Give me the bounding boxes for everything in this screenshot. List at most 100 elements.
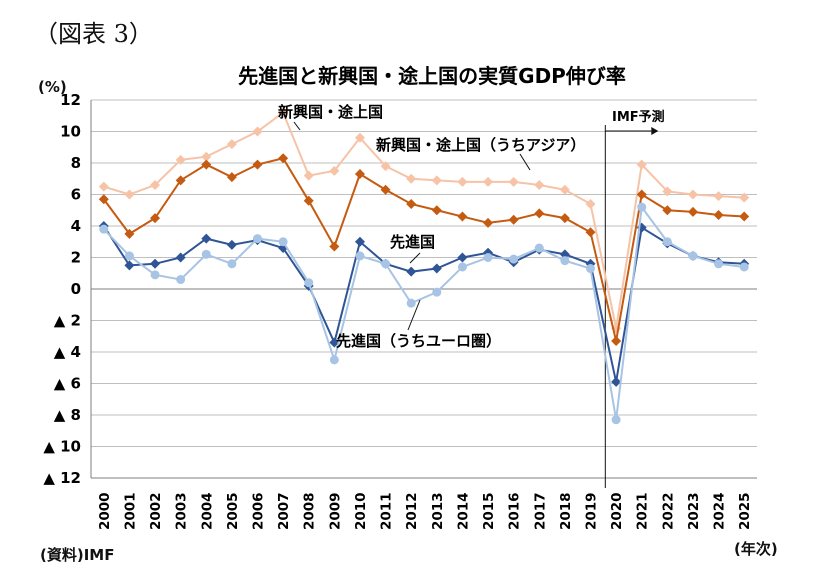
annotation-emerging-asia: 新興国・途上国（うちアジア）	[376, 136, 585, 154]
data-point	[713, 191, 724, 202]
annotation-pointer	[409, 252, 421, 264]
series-3	[99, 202, 749, 425]
data-point	[278, 153, 289, 164]
gridlines	[91, 99, 757, 479]
data-point	[99, 224, 109, 234]
series-0	[98, 107, 750, 334]
x-tick-label: 2018	[558, 492, 574, 530]
data-point	[559, 249, 570, 260]
data-point	[637, 202, 647, 212]
data-point	[201, 151, 212, 162]
projection-label: IMF予測	[612, 109, 665, 125]
data-point	[226, 172, 237, 183]
x-tick-label: 2014	[455, 492, 471, 530]
data-point	[714, 259, 724, 269]
data-point	[431, 263, 442, 274]
data-point	[636, 189, 647, 200]
y-tick-label: ▲ 4	[54, 343, 81, 361]
y-tick-label: ▲ 8	[54, 406, 81, 424]
data-point	[303, 170, 314, 181]
data-point	[688, 251, 698, 261]
y-unit-label: (%)	[38, 78, 67, 96]
data-point	[739, 192, 750, 203]
annotation-pointer	[293, 121, 301, 131]
data-point	[508, 214, 519, 225]
data-point	[483, 176, 494, 187]
data-point	[201, 233, 212, 244]
x-tick-label: 2006	[251, 492, 267, 530]
y-tick-label: 4	[71, 217, 81, 235]
y-tick-label: 8	[71, 154, 81, 172]
y-axis-ticks: 12 10 8 6 4 2 0 ▲ 2 ▲ 4 ▲ 6 ▲ 8 ▲ 10 ▲ 12	[43, 91, 81, 487]
data-point	[585, 227, 596, 238]
data-point	[662, 237, 672, 247]
y-tick-label: ▲ 10	[43, 438, 81, 456]
data-point	[124, 189, 135, 200]
data-point	[611, 376, 622, 387]
y-tick-label: ▲ 6	[54, 375, 81, 393]
data-point	[431, 205, 442, 216]
data-point	[611, 335, 622, 346]
series-group	[98, 107, 750, 425]
data-point	[124, 260, 135, 271]
data-point	[355, 251, 365, 261]
data-point	[150, 180, 161, 191]
data-point	[739, 211, 750, 222]
x-tick-label: 2012	[404, 492, 420, 530]
y-tick-label: ▲ 12	[43, 469, 81, 487]
data-point	[457, 211, 468, 222]
data-point	[278, 237, 288, 247]
x-tick-label: 2004	[199, 492, 215, 530]
data-point	[98, 181, 109, 192]
data-point	[687, 206, 698, 217]
data-point	[354, 236, 365, 247]
x-tick-label: 2008	[302, 492, 318, 530]
data-point	[739, 262, 749, 272]
x-tick-label: 2015	[481, 492, 497, 530]
x-tick-label: 2013	[430, 492, 446, 530]
series-line	[103, 157, 745, 342]
y-tick-label: 0	[71, 280, 81, 298]
data-point	[304, 278, 314, 288]
data-point	[124, 251, 134, 261]
x-tick-label: 2001	[122, 492, 138, 530]
x-tick-label: 2010	[353, 492, 369, 530]
data-point	[175, 175, 186, 186]
data-point	[329, 337, 340, 348]
data-point	[175, 154, 186, 165]
data-point	[226, 239, 237, 250]
data-point	[380, 184, 391, 195]
x-tick-label: 2025	[737, 492, 753, 530]
data-point	[329, 165, 340, 176]
data-point	[662, 205, 673, 216]
series-line	[103, 204, 745, 420]
data-point	[483, 217, 494, 228]
data-point	[124, 228, 135, 239]
data-point	[534, 180, 545, 191]
data-point	[150, 213, 161, 224]
data-point	[431, 175, 442, 186]
projection-marker	[604, 125, 659, 488]
data-point	[432, 287, 442, 297]
y-tick-label: 6	[71, 186, 81, 204]
x-tick-label: 2023	[686, 492, 702, 530]
data-point	[380, 161, 391, 172]
data-point	[457, 176, 468, 187]
data-point	[381, 259, 391, 269]
series-line	[103, 111, 745, 329]
data-point	[303, 195, 314, 206]
data-point	[329, 241, 340, 252]
x-tick-label: 2009	[327, 492, 343, 530]
data-point	[354, 132, 365, 143]
data-point	[201, 159, 212, 170]
data-point	[406, 266, 417, 277]
data-point	[560, 256, 570, 266]
annotation-emerging: 新興国・途上国	[278, 103, 383, 121]
data-point	[175, 252, 186, 263]
annotation-pointer	[407, 299, 421, 331]
series-1	[98, 153, 750, 346]
data-point	[329, 355, 339, 365]
data-point	[483, 253, 493, 262]
annotation-pointer	[519, 153, 531, 171]
